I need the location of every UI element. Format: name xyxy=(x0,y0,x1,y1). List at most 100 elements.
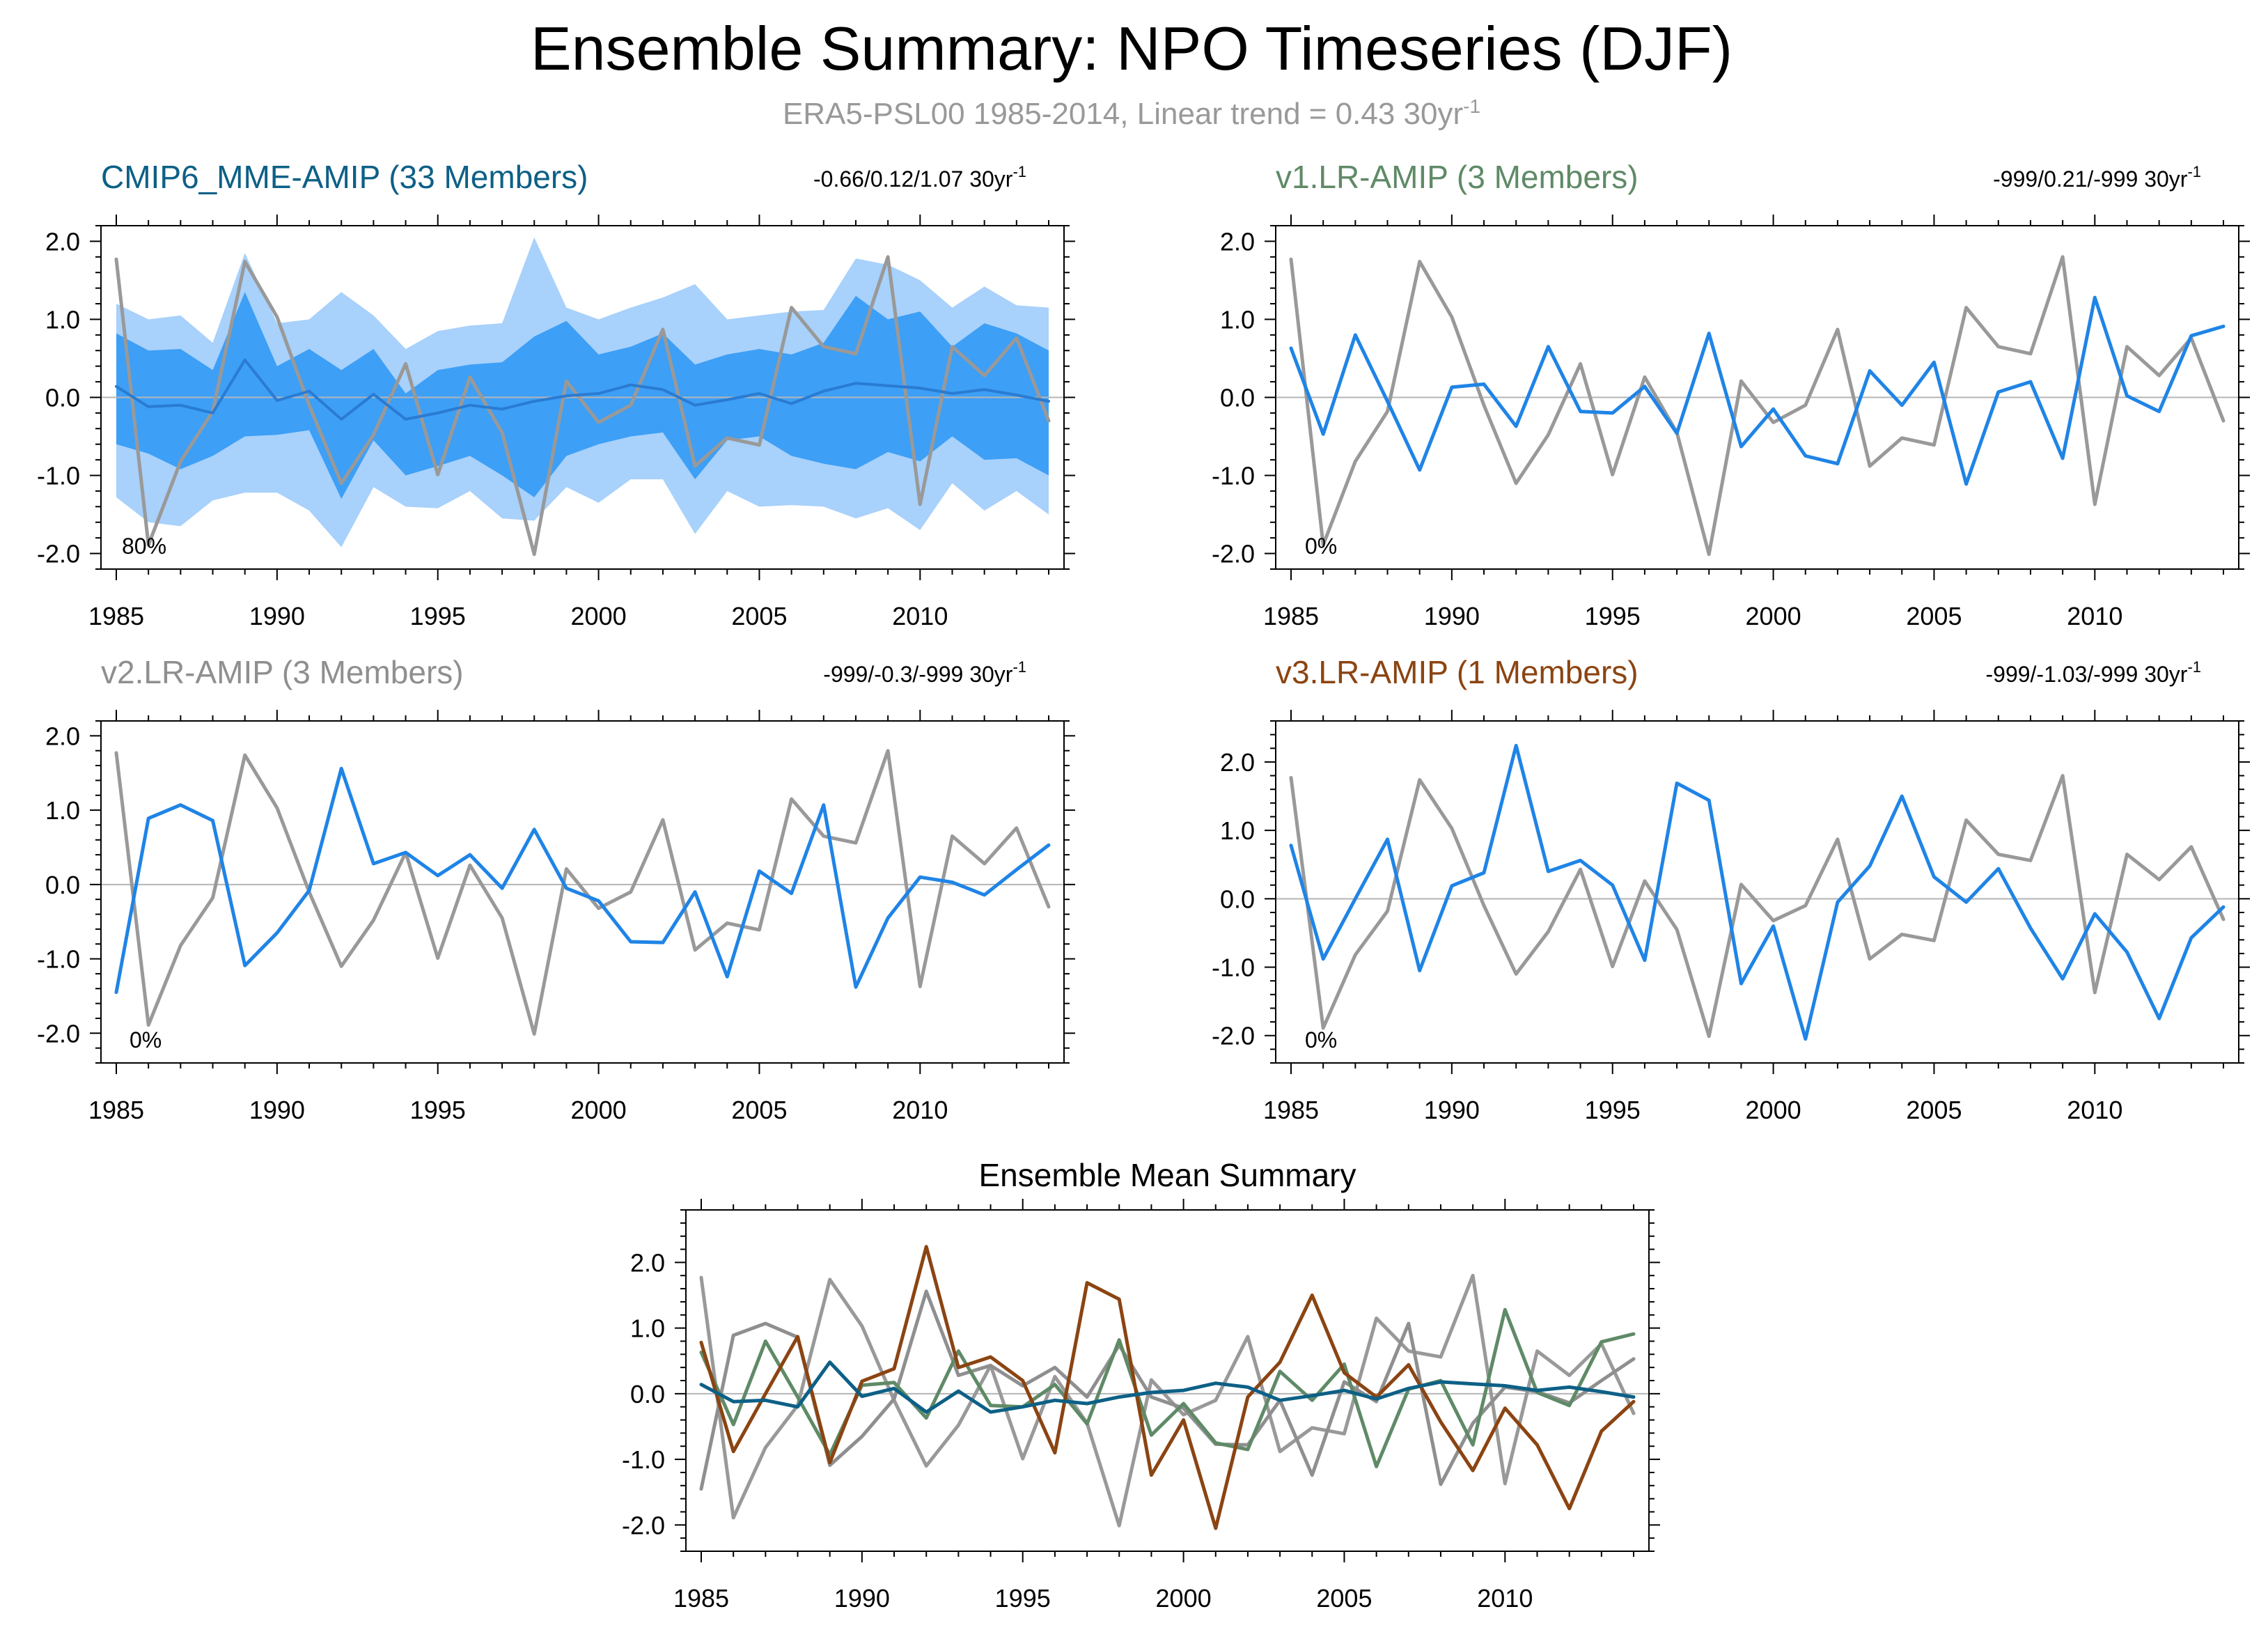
panel-v3: v3.LR-AMIP (1 Members) -999/-1.03/-999 30… xyxy=(1212,654,2250,1124)
xtick-label: 1985 xyxy=(1263,1096,1319,1124)
xtick-label: 2000 xyxy=(1746,602,1801,630)
ytick-label: 2.0 xyxy=(45,722,80,750)
ytick-label: -2.0 xyxy=(622,1511,665,1539)
xtick-label: 2005 xyxy=(731,1096,787,1124)
xtick-label: 2005 xyxy=(1316,1584,1372,1613)
xtick-label: 2005 xyxy=(1906,1096,1962,1124)
ytick-label: 0.0 xyxy=(1220,885,1255,913)
xtick-label: 2010 xyxy=(2067,1096,2122,1124)
panel-title: CMIP6_MME-AMIP (33 Members) xyxy=(101,159,588,195)
panel-trend: -999/-1.03/-999 30yr-1 xyxy=(1985,658,2201,687)
panel-title: v3.LR-AMIP (1 Members) xyxy=(1276,654,1639,690)
panel-title: v1.LR-AMIP (3 Members) xyxy=(1276,159,1639,195)
plot-frame xyxy=(1275,720,2239,1064)
panel-title: Ensemble Mean Summary xyxy=(979,1157,1356,1193)
percent-label: 0% xyxy=(1305,1027,1337,1052)
xtick-label: 1990 xyxy=(249,1096,305,1124)
xtick-label: 1995 xyxy=(410,1096,466,1124)
xtick-label: 1990 xyxy=(1424,602,1480,630)
ytick-label: -2.0 xyxy=(1212,540,1255,568)
figure-subtitle: ERA5-PSL00 1985-2014, Linear trend = 0.4… xyxy=(783,95,1480,131)
xtick-label: 1995 xyxy=(1585,602,1641,630)
ytick-label: 0.0 xyxy=(630,1380,665,1408)
ytick-label: 2.0 xyxy=(1220,748,1255,777)
ytick-label: -1.0 xyxy=(1212,462,1255,490)
xtick-label: 1995 xyxy=(410,602,466,630)
xtick-label: 2010 xyxy=(2067,602,2122,630)
panel-trend: -0.66/0.12/1.07 30yr-1 xyxy=(813,163,1026,192)
xtick-label: 1990 xyxy=(834,1584,890,1613)
series-era5-psl00 xyxy=(114,255,1051,557)
ytick-label: 2.0 xyxy=(630,1248,665,1277)
panel-trend-sup: -1 xyxy=(2187,658,2201,676)
xtick-label: 1995 xyxy=(995,1584,1051,1613)
panels: CMIP6_MME-AMIP (33 Members) -0.66/0.12/1.… xyxy=(37,159,2250,1613)
xtick-label: 1985 xyxy=(1263,602,1319,630)
panel-v1: v1.LR-AMIP (3 Members) -999/0.21/-999 30y… xyxy=(1212,159,2250,630)
ytick-label: -2.0 xyxy=(1212,1022,1255,1050)
ytick-label: 0.0 xyxy=(1220,384,1255,412)
panel-trend: -999/0.21/-999 30yr-1 xyxy=(1993,163,2201,192)
ytick-label: -1.0 xyxy=(37,462,80,490)
ytick-label: -2.0 xyxy=(37,1019,80,1048)
ytick-label: 0.0 xyxy=(45,384,80,412)
xtick-label: 2010 xyxy=(892,1096,948,1124)
ytick-label: 1.0 xyxy=(1220,305,1255,334)
percent-label: 80% xyxy=(122,534,166,559)
ytick-label: 0.0 xyxy=(45,871,80,899)
ytick-label: 1.0 xyxy=(630,1314,665,1343)
panel-summary: Ensemble Mean Summary 2.0 1.0 0.0 -1.0 -2.0 19… xyxy=(622,1157,1660,1613)
plot-frame xyxy=(100,720,1065,1064)
panel-trend-text: -0.66/0.12/1.07 30yr xyxy=(813,166,1013,192)
panel-title: v2.LR-AMIP (3 Members) xyxy=(101,654,464,690)
xtick-label: 2000 xyxy=(1156,1584,1212,1613)
ytick-label: -1.0 xyxy=(622,1445,665,1474)
xtick-label: 1985 xyxy=(88,1096,144,1124)
panel-cmip6: CMIP6_MME-AMIP (33 Members) -0.66/0.12/1.… xyxy=(37,159,1075,630)
panel-v2: v2.LR-AMIP (3 Members) -999/-0.3/-999 30y… xyxy=(37,654,1075,1124)
ytick-label: 2.0 xyxy=(1220,227,1255,256)
series-v1-lr-amip xyxy=(699,1307,1636,1468)
xtick-label: 2000 xyxy=(571,602,627,630)
xtick-label: 2000 xyxy=(1746,1096,1801,1124)
series-v1-lr-amip-mean xyxy=(1289,295,2226,486)
panel-trend-sup: -1 xyxy=(1012,163,1026,180)
xtick-label: 1990 xyxy=(249,602,305,630)
series-era5-psl00 xyxy=(1289,774,2226,1039)
ytick-label: 1.0 xyxy=(45,305,80,334)
xtick-label: 2005 xyxy=(1906,602,1962,630)
plot-frame xyxy=(685,1209,1650,1552)
series-era5-psl00 xyxy=(114,749,1051,1036)
xtick-label: 2000 xyxy=(571,1096,627,1124)
panel-trend-sup: -1 xyxy=(2187,163,2201,180)
panel-trend-text: -999/-0.3/-999 30yr xyxy=(823,662,1013,687)
series-v3-lr-amip xyxy=(1289,743,2226,1041)
panel-trend-text: -999/-1.03/-999 30yr xyxy=(1985,662,2187,687)
xtick-label: 1985 xyxy=(673,1584,729,1613)
figure-subtitle-text: ERA5-PSL00 1985-2014, Linear trend = 0.4… xyxy=(783,97,1463,131)
xtick-label: 1985 xyxy=(88,602,144,630)
series-cmip6-mme-amip xyxy=(699,1360,1636,1414)
xtick-label: 2005 xyxy=(731,602,787,630)
series-ensemble-mean xyxy=(115,358,1050,421)
percent-label: 0% xyxy=(130,1027,162,1052)
ytick-label: 2.0 xyxy=(45,227,80,256)
panel-trend: -999/-0.3/-999 30yr-1 xyxy=(823,658,1026,687)
series-v2-lr-amip-mean xyxy=(114,766,1051,995)
ytick-label: -1.0 xyxy=(37,945,80,974)
ytick-label: -1.0 xyxy=(1212,954,1255,982)
percent-label: 0% xyxy=(1305,534,1337,559)
ytick-label: 1.0 xyxy=(45,796,80,825)
ytick-label: 1.0 xyxy=(1220,816,1255,845)
xtick-label: 2010 xyxy=(1477,1584,1533,1613)
series-era5-psl00 xyxy=(1289,255,2226,557)
panel-trend-text: -999/0.21/-999 30yr xyxy=(1993,166,2188,192)
xtick-label: 2010 xyxy=(892,602,948,630)
xtick-label: 1995 xyxy=(1585,1096,1641,1124)
figure-title: Ensemble Summary: NPO Timeseries (DJF) xyxy=(531,14,1733,83)
ytick-label: -2.0 xyxy=(37,540,80,568)
series-era5-psl00 xyxy=(699,1273,1636,1528)
figure-subtitle-sup: -1 xyxy=(1463,95,1480,117)
xtick-label: 1990 xyxy=(1424,1096,1480,1124)
